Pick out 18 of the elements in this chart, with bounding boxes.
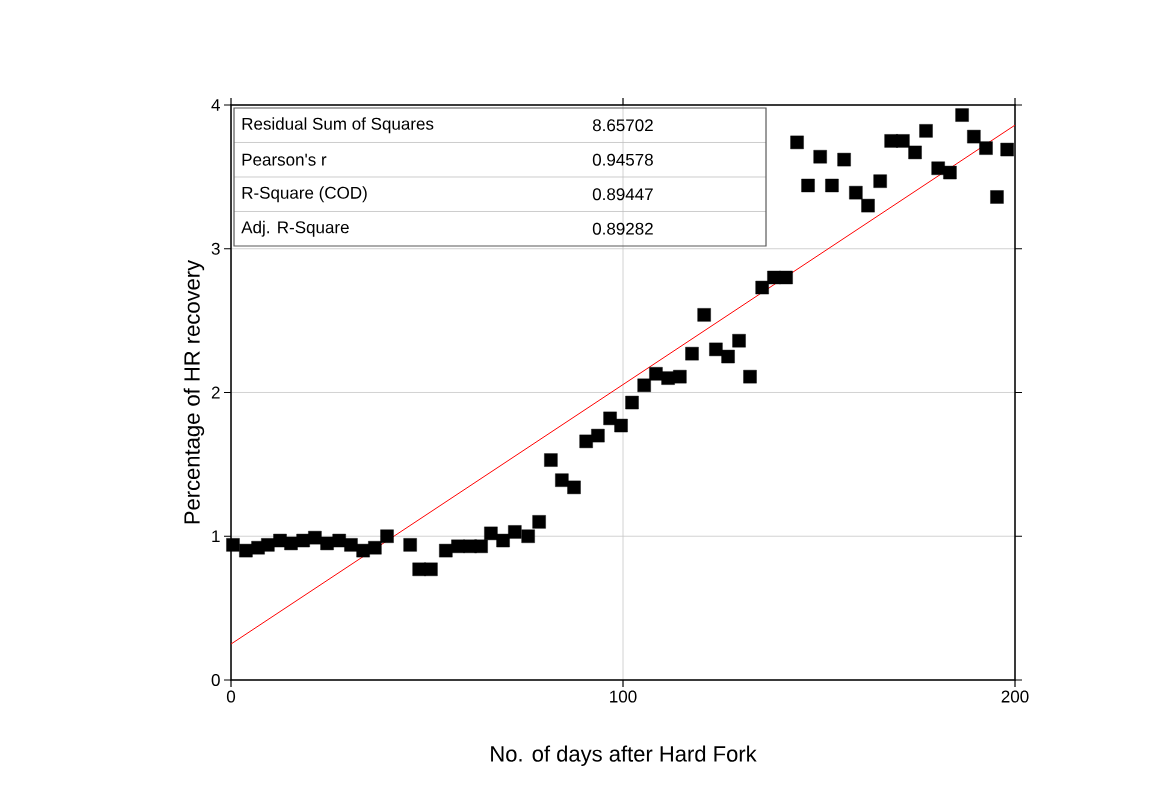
annotation: Pearson's r (242, 153, 327, 166)
annotation: 0.94578 (592, 153, 653, 166)
y-tick-label: 2 (211, 386, 220, 399)
x-tick-label: 100 (610, 690, 637, 703)
y-tick-label: 0 (211, 673, 220, 687)
annotation: 8.65702 (592, 119, 653, 132)
y-tick-label: 1 (212, 530, 220, 543)
y-tick-label: 3 (211, 242, 220, 255)
x-axis-title: No. of days after Hard Fork (491, 745, 757, 767)
y-axis-title: Percentage of HR recovery (183, 259, 205, 524)
x-tick-label: 200 (1001, 690, 1029, 703)
y-tick-label: 4 (211, 99, 220, 111)
x-tick-label: 0 (226, 690, 236, 703)
annotation: Adj. R-Square (241, 220, 349, 237)
annotation: Residual Sum of Squares (242, 117, 434, 134)
annotation: R-Square (COD) (242, 186, 367, 203)
annotation: 0.89447 (592, 188, 653, 201)
annotation: 0.89282 (592, 222, 653, 235)
